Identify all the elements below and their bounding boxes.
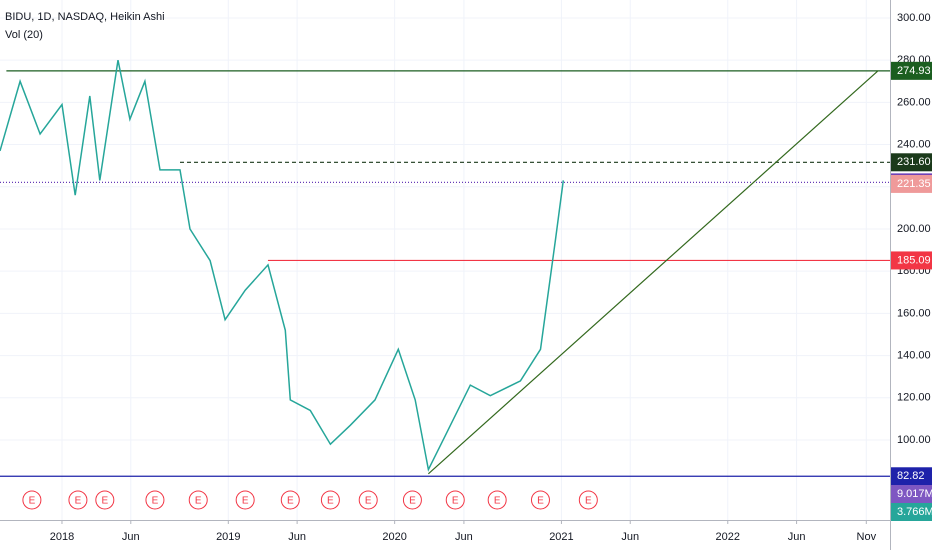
earnings-marker — [320, 490, 340, 510]
y-tick-label: 100.00 — [897, 434, 931, 446]
price-label-bg — [891, 61, 932, 80]
price-label-bg — [891, 251, 932, 270]
earnings-label: E — [195, 496, 202, 507]
price-label: 82.82 — [897, 470, 925, 482]
earnings-label: E — [152, 496, 159, 507]
price-line — [0, 59, 565, 472]
y-tick-label: 140.00 — [897, 350, 931, 362]
earnings-label: E — [29, 496, 36, 507]
y-tick-label: 160.00 — [897, 307, 931, 319]
earnings-marker — [402, 490, 422, 510]
axis: 100.00120.00140.00160.00180.00200.00220.… — [50, 12, 932, 543]
x-tick-label: 2019 — [216, 531, 240, 543]
earnings-label: E — [242, 496, 249, 507]
earnings-marker — [22, 490, 42, 510]
price-label-bg — [891, 467, 932, 486]
earnings-label: E — [585, 496, 592, 507]
earnings-label: E — [365, 496, 372, 507]
earnings-label: E — [452, 496, 459, 507]
trend-line — [427, 70, 879, 475]
y-tick-label: 120.00 — [897, 392, 931, 404]
price-label: 221.35 — [897, 178, 931, 190]
x-tick-label: 2022 — [716, 531, 740, 543]
x-tick-label: Nov — [857, 531, 877, 543]
y-tick-label: 200.00 — [897, 223, 931, 235]
indicator-label: Vol (20) — [5, 29, 43, 41]
earnings-marker — [68, 490, 88, 510]
earnings-marker — [487, 490, 507, 510]
earnings-marker — [578, 490, 598, 510]
earnings-label: E — [101, 496, 108, 507]
x-tick-label: Jun — [288, 531, 306, 543]
price-label-bg — [891, 174, 932, 193]
price-label: 231.60 — [897, 156, 931, 168]
earnings-marker — [95, 490, 115, 510]
y-tick-label: 240.00 — [897, 138, 931, 150]
price-label: 274.93 — [897, 65, 931, 77]
earnings-label: E — [75, 496, 82, 507]
volume-label: 9.017M — [897, 488, 932, 500]
earnings-label: E — [287, 496, 294, 507]
earnings-marker — [445, 490, 465, 510]
volume-label-bg — [891, 503, 932, 521]
earnings-label: E — [327, 496, 334, 507]
earnings-marker — [145, 490, 165, 510]
x-tick-label: 2020 — [382, 531, 406, 543]
price-label-bg — [891, 153, 932, 172]
volume-label-bg — [891, 485, 932, 503]
price-label: 185.09 — [897, 254, 931, 266]
x-tick-label: Jun — [455, 531, 473, 543]
y-tick-label: 300.00 — [897, 12, 931, 24]
volume-label: 3.766M — [897, 506, 932, 518]
earnings-marker — [358, 490, 378, 510]
earnings-marker — [188, 490, 208, 510]
x-tick-label: Jun — [788, 531, 806, 543]
x-tick-label: Jun — [621, 531, 639, 543]
earnings-marker — [280, 490, 300, 510]
x-tick-label: 2021 — [549, 531, 573, 543]
earnings-label: E — [494, 496, 501, 507]
x-tick-label: Jun — [122, 531, 140, 543]
y-tick-label: 260.00 — [897, 96, 931, 108]
chart-title: BIDU, 1D, NASDAQ, Heikin Ashi — [5, 11, 165, 23]
earnings-label: E — [409, 496, 416, 507]
x-tick-label: 2018 — [50, 531, 74, 543]
earnings-marker — [235, 490, 255, 510]
earnings-marker — [530, 490, 550, 510]
earnings-label: E — [537, 496, 544, 507]
